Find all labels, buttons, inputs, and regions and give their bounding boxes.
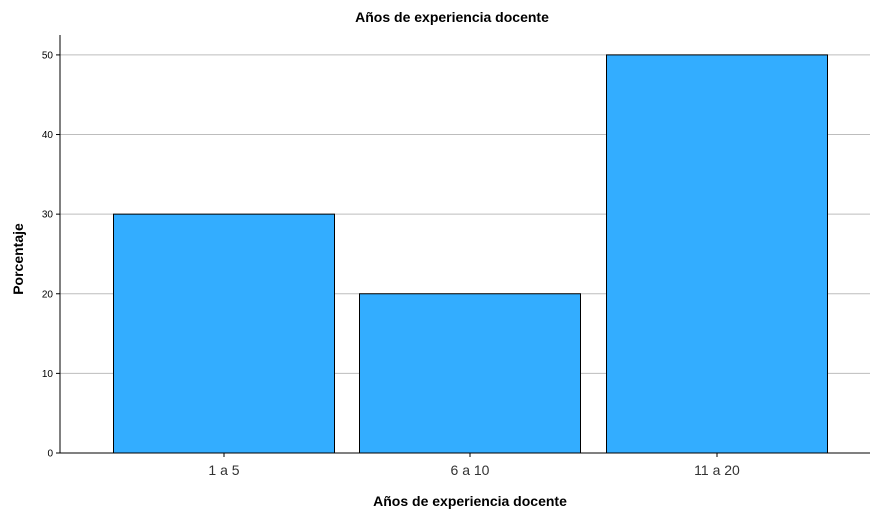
x-tick-label-2: 6 a 10 [451,462,490,478]
y-tick-label-30: 30 [42,210,54,221]
bar-3 [606,54,828,454]
chart-title: Años de experiencia docente [355,9,549,25]
bar-1 [113,213,335,454]
bar-2 [359,293,581,454]
axes [59,35,870,454]
y-tick-label-50: 50 [42,50,54,61]
y-tick-label-40: 40 [42,130,54,141]
x-tick-label-1: 1 a 5 [208,462,239,478]
x-axis-label: Años de experiencia docente [373,493,567,509]
x-tick-label-3: 11 a 20 [694,462,740,478]
y-tick-label-20: 20 [42,289,54,300]
y-axis-label: Porcentaje [10,223,26,295]
bars [113,54,828,454]
x-ticks: 1 a 5 6 a 10 11 a 20 [208,453,740,478]
y-ticks: 0 10 20 30 40 50 [42,50,60,460]
y-tick-label-10: 10 [42,369,54,380]
y-tick-label-0: 0 [47,449,53,460]
